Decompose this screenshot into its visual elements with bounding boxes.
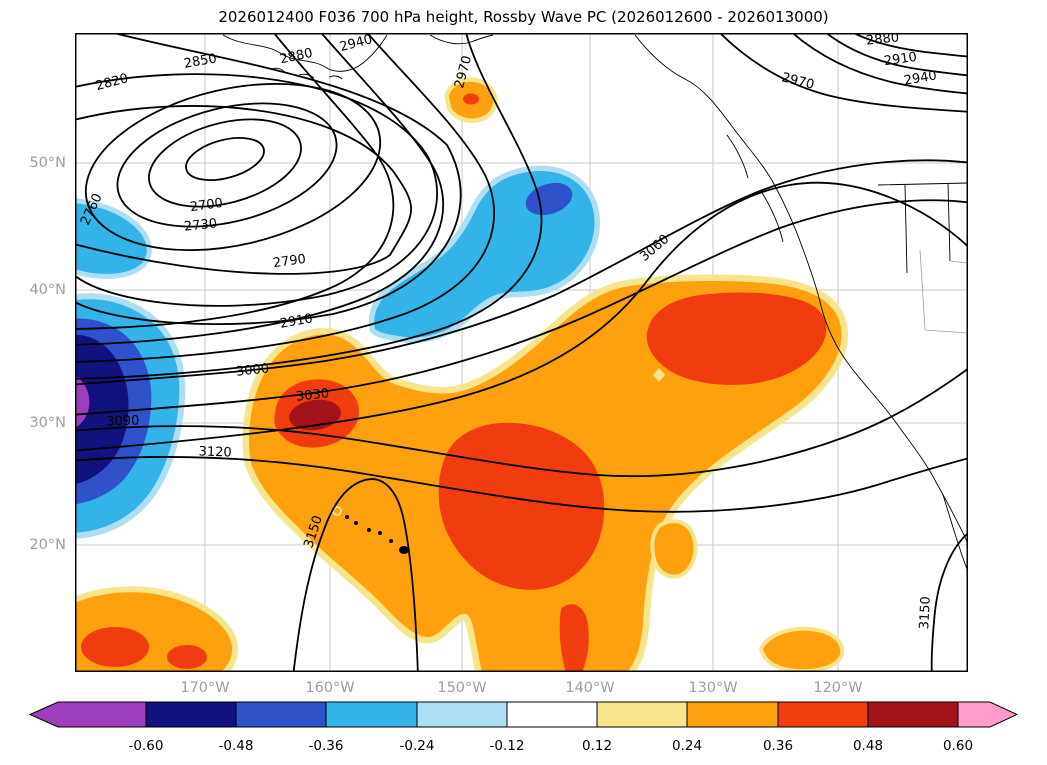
shading-positive-strong (559, 604, 589, 672)
contour-label: 3030 (295, 386, 329, 404)
contour-label: 3150 (917, 596, 934, 630)
map-frame (75, 33, 968, 672)
coastline-baja (942, 494, 968, 570)
colorbar-segment (145, 701, 237, 728)
shading-positive-strong (438, 422, 605, 590)
colorbar-arrow-right (957, 701, 1019, 728)
lat-tick-40n: 40°N (29, 282, 66, 298)
colorbar-tick: 0.36 (762, 738, 794, 754)
shading-positive-strong (646, 292, 827, 385)
colorbar (28, 701, 1019, 728)
chart-title: 2026012400 F036 700 hPa height, Rossby W… (218, 8, 829, 26)
anomaly-shading (75, 77, 848, 672)
lon-tick-140w: 140°W (565, 680, 615, 696)
coastlines (222, 34, 968, 570)
lat-tick-20n: 20°N (29, 537, 66, 553)
shading-positive-strong (167, 645, 207, 669)
contour-line (75, 456, 968, 513)
contour-line (75, 33, 543, 380)
coastline-west-coast (634, 34, 968, 546)
lon-tick-130w: 130°W (688, 680, 738, 696)
colorbar-segment (506, 701, 598, 728)
lon-tick-150w: 150°W (437, 680, 487, 696)
shading-positive-strong (81, 627, 149, 667)
colorbar-tick: -0.36 (308, 738, 344, 754)
lon-tick-120w: 120°W (813, 680, 863, 696)
colorbar-segment (416, 701, 508, 728)
contour-line (75, 33, 495, 363)
lat-tick-30n: 30°N (29, 415, 66, 431)
lon-tick-170w: 170°W (180, 680, 230, 696)
contour-label: 2790 (272, 252, 307, 271)
colorbar-segment (325, 701, 418, 728)
shading-positive (334, 508, 340, 514)
contour-line (292, 478, 419, 672)
shading-positive (654, 523, 694, 575)
contour-label: 2850 (183, 51, 218, 72)
contour-line (75, 73, 438, 307)
map-panel: 2820 2850 2880 2940 2970 2880 2910 2940 … (75, 33, 968, 672)
contour-line (116, 102, 338, 228)
contour-label: 2970 (780, 70, 816, 93)
contour-label: 2910 (883, 50, 918, 69)
colorbar-tick: -0.12 (489, 738, 525, 754)
lat-tick-50n: 50°N (29, 155, 66, 171)
contour-label: 2700 (189, 196, 224, 215)
contour-line (84, 82, 382, 252)
coastline-alaska (222, 34, 388, 72)
colorbar-tick: 0.24 (671, 738, 703, 754)
contour-label: 2940 (338, 33, 374, 55)
contour-line (824, 33, 968, 77)
colorbar-tick: 0.12 (581, 738, 613, 754)
colorbar-segment (235, 701, 327, 728)
contour-label: 2910 (279, 311, 314, 332)
colorbar-tick: -0.60 (128, 738, 164, 754)
colorbar-segment (777, 701, 869, 728)
shading-positive (763, 630, 841, 670)
colorbar-tick: -0.24 (399, 738, 435, 754)
coastline-islands (726, 134, 784, 243)
shading-weak-hole (653, 368, 665, 382)
contour-label: 2880 (865, 33, 899, 49)
contour-label: 3090 (106, 413, 140, 429)
colorbar-arrow-left (28, 701, 147, 728)
contour-line (75, 33, 445, 346)
contour-line (851, 33, 968, 58)
contour-line (185, 137, 265, 181)
contour-label: 2730 (183, 216, 217, 234)
colorbar-segment (596, 701, 688, 728)
border-us-canada (877, 182, 968, 274)
contour-label: 3120 (198, 444, 232, 460)
state-borders (919, 249, 968, 334)
height-contours (75, 33, 968, 672)
shading-positive-strong (463, 93, 479, 105)
coastline-alaska-gulf (429, 34, 494, 45)
hawaii-islands (345, 515, 409, 554)
contour-line (718, 33, 968, 113)
contour-line (75, 199, 968, 416)
coastline-aleutians (270, 67, 343, 80)
contour-label: 2940 (903, 68, 938, 89)
lon-tick-160w: 160°W (305, 680, 355, 696)
contour-line (75, 159, 968, 386)
colorbar-segment (867, 701, 959, 728)
colorbar-tick: 0.48 (852, 738, 884, 754)
contour-line (791, 33, 968, 95)
contour-label: 2820 (94, 71, 130, 94)
contour-label: 3000 (235, 361, 269, 379)
colorbar-tick: -0.48 (218, 738, 254, 754)
contour-label: 2880 (279, 46, 314, 68)
contour-line (75, 181, 968, 452)
contour-line (148, 118, 302, 208)
border-state (919, 249, 968, 334)
contour-line (75, 33, 395, 330)
contour-line (75, 367, 968, 478)
colorbar-segment (686, 701, 779, 728)
colorbar-tick: 0.60 (942, 738, 974, 754)
contour-line (930, 532, 968, 672)
contour-line (75, 105, 413, 275)
